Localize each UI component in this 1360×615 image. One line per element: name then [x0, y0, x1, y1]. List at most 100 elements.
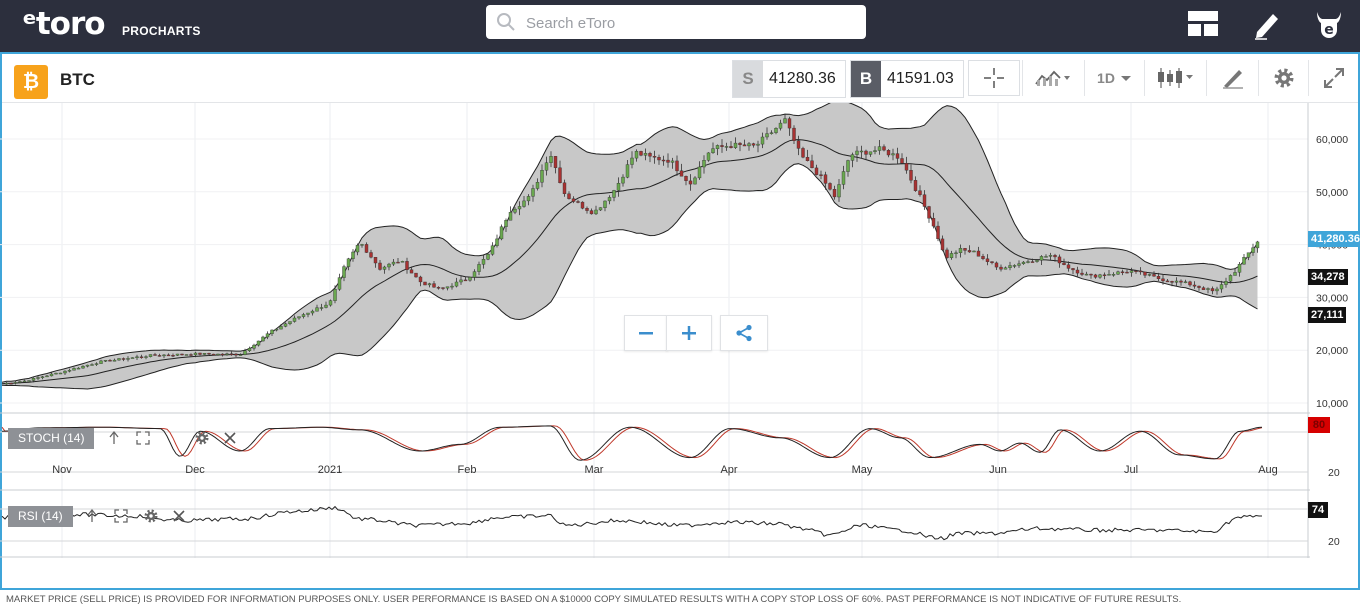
candle-bull	[625, 164, 630, 178]
candle-bear	[1030, 261, 1035, 263]
candle-bear	[931, 218, 936, 227]
candle-bear	[171, 354, 175, 357]
candle-bull	[310, 310, 315, 314]
candle-bear	[211, 353, 216, 356]
settings-button[interactable]	[1258, 60, 1309, 96]
candle-bull	[612, 190, 616, 198]
candle-bear	[1138, 270, 1143, 273]
candle-bull	[256, 340, 261, 346]
candle-bull	[261, 336, 265, 342]
stoch-k-line	[1, 425, 1263, 461]
x-tick-label: Feb	[458, 464, 477, 476]
maximize-icon[interactable]	[136, 431, 150, 445]
candle-bear	[463, 279, 468, 282]
candle-bull	[1233, 272, 1237, 276]
candle-bull	[1003, 267, 1008, 270]
maximize-icon[interactable]	[114, 509, 128, 523]
candle-bear	[661, 159, 666, 162]
bollinger-band-fill	[2, 103, 1258, 389]
candle-bull	[1098, 274, 1102, 278]
candle-bull	[868, 151, 873, 155]
search-input[interactable]	[524, 5, 858, 41]
buy-price-button[interactable]: B 41591.03	[850, 60, 964, 98]
zoom-out-button[interactable]	[624, 315, 668, 351]
indicators-dropdown[interactable]	[1022, 60, 1085, 96]
candle-bull	[747, 143, 751, 147]
x-tick-label: Dec	[185, 464, 205, 476]
y-tick-label: 50,000	[1316, 187, 1348, 199]
x-tick-label: 2021	[318, 464, 342, 476]
candle-bear	[558, 167, 562, 184]
gear-icon	[1274, 68, 1294, 88]
candle-bear	[108, 360, 112, 362]
candle-bull	[360, 244, 364, 246]
candle-bull	[481, 258, 486, 265]
drawing-tools-button[interactable]	[1206, 60, 1259, 96]
candle-bull	[594, 209, 598, 215]
candle-bear	[994, 262, 999, 268]
candle-bull	[1035, 260, 1039, 262]
candle-bull	[54, 372, 58, 375]
candle-bear	[828, 183, 832, 190]
draw-tool-icon	[1223, 70, 1243, 89]
buy-tag: B	[851, 61, 881, 97]
crosshair-icon	[984, 68, 1004, 88]
candle-bull	[972, 250, 976, 253]
candle-bull	[621, 176, 625, 184]
candle-bull	[252, 344, 256, 349]
candle-bear	[666, 159, 670, 163]
candle-bull	[1219, 284, 1224, 290]
candle-bull	[247, 348, 252, 352]
timeframe-dropdown[interactable]: 1D	[1084, 60, 1145, 96]
candle-bull	[445, 286, 450, 289]
candle-bull	[508, 211, 513, 221]
close-icon[interactable]	[172, 509, 186, 523]
bollinger-upper-line	[1, 103, 1258, 383]
candle-bear	[571, 198, 576, 202]
etoro-logo[interactable]: ᵉtoro	[22, 6, 106, 42]
candle-bear	[1120, 271, 1125, 274]
stoch-value-flag: 80	[1308, 417, 1330, 433]
zoom-in-button[interactable]	[666, 315, 712, 351]
frame-right	[1358, 54, 1360, 588]
candle-bull	[715, 145, 720, 149]
candle-bear	[1071, 268, 1075, 271]
candle-bull	[225, 353, 229, 355]
move-up-icon[interactable]	[85, 509, 99, 523]
pencil-icon[interactable]	[1251, 8, 1283, 40]
candle-bull	[1242, 256, 1246, 265]
crosshair-button[interactable]	[968, 60, 1020, 96]
candle-bull	[706, 152, 711, 161]
candle-bull	[670, 160, 675, 163]
candle-bear	[729, 146, 733, 149]
price-chart[interactable]: Nov Dec 2021 Feb Mar Apr May Jun Jul Aug	[0, 103, 1310, 558]
chart-type-dropdown[interactable]	[1144, 60, 1207, 96]
candle-bull	[1084, 273, 1089, 276]
fullscreen-button[interactable]	[1308, 60, 1359, 96]
sell-price-button[interactable]: S 41280.36	[732, 60, 846, 98]
close-icon[interactable]	[223, 431, 237, 445]
candle-bull	[27, 380, 31, 382]
candle-bull	[760, 136, 765, 145]
candle-bear	[1179, 280, 1183, 283]
candle-bear	[234, 353, 238, 356]
stoch-indicator-label[interactable]: STOCH (14)	[8, 428, 95, 449]
layout-grid-icon[interactable]	[1187, 8, 1219, 40]
candle-bull	[202, 352, 207, 355]
candle-bull	[841, 171, 846, 185]
rsi-indicator-label[interactable]: RSI (14)	[8, 506, 73, 527]
candle-bear	[895, 153, 900, 159]
gear-icon[interactable]	[143, 508, 159, 524]
candle-bull	[850, 154, 855, 161]
gear-icon[interactable]	[194, 430, 210, 446]
top-bar: ᵉtoro PROCHARTS e	[0, 0, 1360, 52]
search-box[interactable]	[486, 5, 866, 41]
candle-bull	[486, 253, 490, 260]
share-button[interactable]	[720, 315, 768, 351]
move-up-icon[interactable]	[107, 431, 121, 445]
etoro-bull-icon[interactable]: e	[1313, 8, 1345, 40]
candle-bear	[945, 249, 949, 258]
candle-bull	[103, 360, 108, 362]
candle-bull	[288, 321, 292, 324]
candle-bear	[904, 163, 909, 171]
